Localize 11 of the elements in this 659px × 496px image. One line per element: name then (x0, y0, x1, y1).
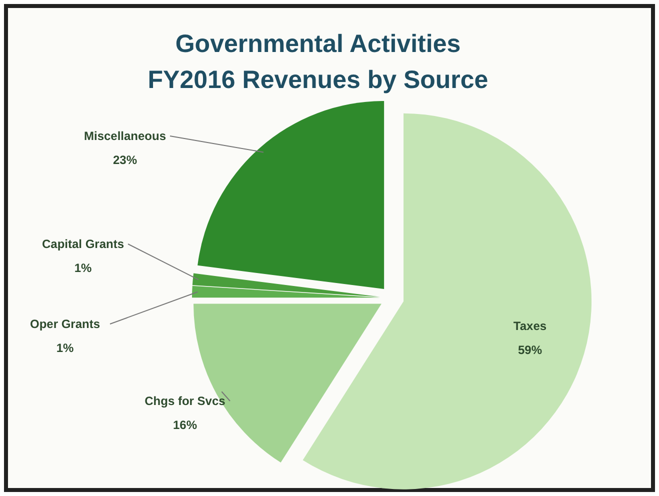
slice-label: Miscellaneous (84, 129, 166, 143)
data-label: 59% (518, 343, 542, 357)
slice-label: Oper Grants (30, 317, 100, 331)
data-label: 16% (172, 418, 198, 432)
data-label: 1% (74, 261, 92, 275)
slice-label: Capital Grants (42, 237, 124, 251)
data-label: 1% (56, 341, 74, 355)
data-label: 23% (112, 153, 138, 167)
slice-label: Taxes (513, 319, 547, 333)
chart-title: Governmental Activities FY2016 Revenues by Source (148, 30, 488, 94)
slice-label: Chgs for Svcs (144, 394, 226, 408)
